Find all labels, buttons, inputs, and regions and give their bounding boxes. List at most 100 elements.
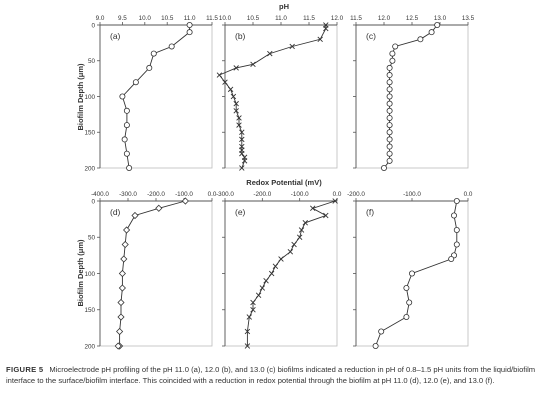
panel-c-point bbox=[389, 57, 396, 64]
panel-c-point bbox=[386, 136, 393, 143]
panel-e-point bbox=[255, 292, 262, 298]
panel-d-point bbox=[118, 284, 126, 292]
panel-a-point bbox=[186, 21, 193, 28]
panel-b-point bbox=[233, 100, 239, 107]
panel-f-point bbox=[453, 241, 460, 248]
panel-a-y-tick-label: 0 bbox=[91, 22, 95, 29]
panel-d-point bbox=[117, 298, 125, 307]
panel-a-series-line bbox=[121, 25, 191, 169]
panel-c-point bbox=[386, 72, 393, 79]
panel-a-y-tick-label: 100 bbox=[84, 94, 95, 101]
panel-a-x-tick-label: 10.5 bbox=[161, 15, 174, 22]
panel-d-point bbox=[117, 313, 125, 321]
panel-e-point bbox=[250, 307, 256, 313]
panel-e-point bbox=[244, 343, 251, 349]
panel-d-point bbox=[123, 226, 131, 234]
panel-c-point bbox=[386, 157, 393, 164]
panel-c-point bbox=[428, 29, 435, 36]
panel-c-label: (c) bbox=[366, 31, 376, 41]
panel-b-point bbox=[227, 86, 234, 93]
panel-a-point bbox=[123, 122, 130, 129]
panel-d-point bbox=[116, 327, 124, 336]
panel-c-point bbox=[380, 164, 387, 171]
panel-a-point bbox=[123, 107, 130, 114]
panel-b-x-tick-label: 10.5 bbox=[247, 15, 260, 22]
panel-a-x-tick-label: 9.5 bbox=[118, 15, 127, 22]
panel-e-point bbox=[259, 285, 266, 291]
panel-e-point bbox=[287, 249, 294, 255]
panel-c-point bbox=[434, 21, 441, 28]
panel-b-point bbox=[289, 43, 295, 50]
panel-c-point bbox=[417, 36, 424, 43]
panel-d-point bbox=[181, 197, 189, 205]
panel-f-point bbox=[453, 197, 460, 204]
panel-f-series-line bbox=[375, 200, 458, 347]
panel-d-x-tick-label: -300.0 bbox=[119, 191, 137, 198]
panel-f-x-tick-label: 0.0 bbox=[464, 191, 473, 198]
panel-d-point bbox=[131, 211, 139, 220]
panel-d-y-tick-label: 150 bbox=[84, 307, 95, 314]
panel-a-point bbox=[132, 79, 139, 86]
panel-e-point bbox=[268, 270, 275, 277]
panel-e-point bbox=[298, 227, 305, 233]
panel-f-point bbox=[372, 342, 379, 349]
panel-d-point bbox=[118, 269, 126, 278]
panel-d-series-line bbox=[118, 200, 186, 347]
panel-a-point bbox=[150, 50, 157, 57]
panel-c-point bbox=[386, 150, 393, 157]
panel-b-point bbox=[236, 122, 242, 128]
panel-d-frame bbox=[99, 200, 213, 347]
panel-f-point bbox=[403, 284, 410, 291]
panel-d-x-tick-label: 0.0 bbox=[208, 191, 217, 198]
panel-a-label: (a) bbox=[110, 31, 121, 41]
panel-a-x-tick-label: 11.0 bbox=[184, 15, 196, 22]
panel-a-x-tick-label: 9.0 bbox=[96, 15, 105, 22]
panel-b-point bbox=[239, 150, 245, 157]
panel-e-point bbox=[278, 256, 284, 262]
panel-b-label: (b) bbox=[235, 31, 246, 41]
panel-d-point bbox=[121, 240, 129, 249]
panel-c-point bbox=[386, 122, 393, 129]
panel-e-point bbox=[302, 220, 308, 226]
panel-d-y-tick-label: 0 bbox=[91, 198, 95, 205]
panel-c-point bbox=[386, 100, 393, 107]
panel-c-point bbox=[386, 79, 393, 86]
panel-e-point bbox=[291, 241, 297, 248]
panel-e-label: (e) bbox=[235, 207, 246, 217]
panel-b-point bbox=[250, 61, 256, 68]
panel-b-point bbox=[230, 93, 237, 100]
panel-d-y-tick-label: 100 bbox=[84, 271, 95, 278]
panel-f-x-tick-label: -100.0 bbox=[403, 191, 421, 198]
panel-b-point bbox=[216, 72, 223, 78]
panel-e-point bbox=[310, 205, 316, 211]
panel-a-frame bbox=[99, 24, 213, 169]
panel-c-point bbox=[386, 64, 393, 71]
panel-b-x-tick-label: 11.0 bbox=[275, 15, 287, 22]
figure-caption: FIGURE 5 Microelectrode pH profiling of t… bbox=[6, 364, 550, 386]
panel-e-point bbox=[246, 314, 252, 320]
panel-b-point bbox=[317, 36, 323, 43]
panel-b-point bbox=[233, 65, 239, 71]
panel-c-point bbox=[386, 93, 393, 100]
ph-axis-title: pH bbox=[279, 2, 289, 11]
redox-axis-title: Redox Potential (mV) bbox=[246, 178, 322, 187]
panel-a-point bbox=[126, 164, 133, 171]
panel-e-x-tick-label: -300.0 bbox=[216, 191, 234, 198]
panel-c-point bbox=[386, 114, 393, 121]
panel-f-point bbox=[378, 328, 385, 335]
panel-e-frame bbox=[224, 200, 338, 347]
depth-axis-title-top: Biofilm Depth (μm) bbox=[76, 63, 85, 131]
panel-a-y-tick-label: 50 bbox=[88, 58, 96, 65]
panel-f-point bbox=[403, 313, 410, 320]
panel-d-y-tick-label: 200 bbox=[84, 343, 95, 350]
panel-c-point bbox=[386, 129, 393, 136]
panel-c-frame bbox=[355, 24, 469, 169]
caption-label: FIGURE 5 bbox=[6, 365, 44, 374]
panel-e-x-tick-label: 0.0 bbox=[333, 191, 342, 198]
panel-d-label: (d) bbox=[110, 207, 121, 217]
panel-b-point bbox=[239, 129, 245, 135]
panel-d-point bbox=[155, 204, 163, 212]
panel-b-x-tick-label: 11.5 bbox=[303, 15, 315, 22]
panel-d-x-tick-label: -100.0 bbox=[175, 191, 193, 198]
panel-b-point bbox=[233, 108, 239, 114]
